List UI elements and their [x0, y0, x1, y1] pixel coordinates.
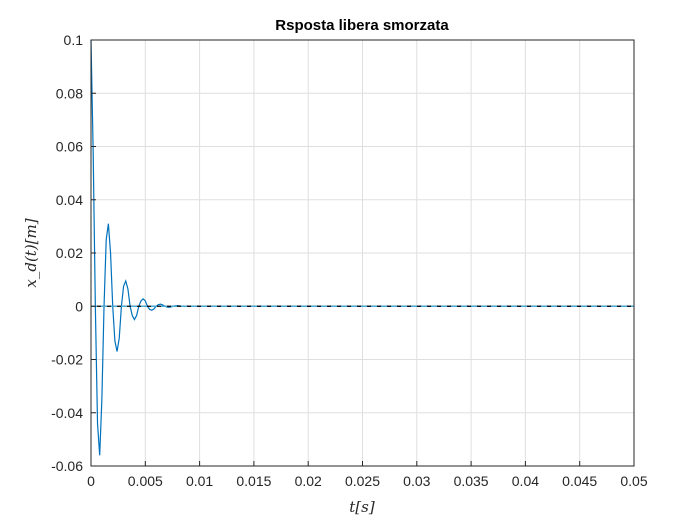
y-tick-layer: 0.1 0.08 0.06 0.04 0.02 0 -0.02 -0.04 -0.06	[51, 32, 96, 474]
y-tick-label: -0.06	[51, 458, 83, 474]
y-tick-label: 0.04	[56, 192, 83, 208]
series-layer	[90, 39, 634, 456]
chart-title: Rsposta libera smorzata	[275, 17, 449, 34]
x-tick-label: 0	[87, 473, 95, 489]
y-tick-label: 0.1	[64, 32, 84, 48]
y-tick-label: 0.02	[56, 245, 83, 261]
x-tick-label: 0.015	[236, 473, 271, 489]
x-tick-label: 0.05	[620, 473, 647, 489]
grid-layer	[91, 40, 634, 466]
x-tick-label: 0.045	[562, 473, 597, 489]
y-tick-label: 0.06	[56, 139, 83, 155]
y-axis-label: x_d(t)[m]	[22, 218, 40, 287]
x-tick-label: 0.035	[454, 473, 489, 489]
x-tick-label: 0.01	[186, 473, 213, 489]
x-tick-label: 0.04	[512, 473, 539, 489]
y-tick-label: -0.04	[51, 405, 83, 421]
y-tick-label: 0	[75, 298, 83, 314]
x-axis-label: t[s]	[349, 498, 375, 516]
x-tick-label: 0.03	[403, 473, 430, 489]
y-tick-label: 0.08	[56, 85, 83, 101]
y-tick-label: -0.02	[51, 352, 83, 368]
x-tick-label: 0.005	[128, 473, 163, 489]
x-tick-label: 0.02	[295, 473, 322, 489]
x-tick-label: 0.025	[345, 473, 380, 489]
x-tick-layer: 0 0.005 0.01 0.015 0.02 0.025 0.03 0.035 0.04 0.0…	[87, 461, 648, 489]
